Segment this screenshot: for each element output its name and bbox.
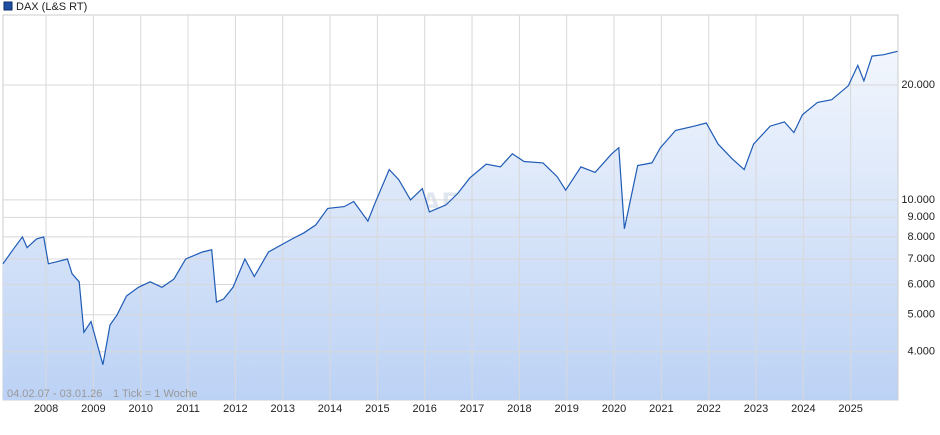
legend-swatch [3,1,13,11]
date-range: 04.02.07 - 03.01.26 [7,388,102,400]
x-tick-label: 2008 [34,403,58,415]
x-tick-label: 2021 [649,403,673,415]
x-tick-label: 2013 [270,403,294,415]
legend-label: DAX (L&S RT) [16,1,87,13]
tick-note: 1 Tick = 1 Woche [113,388,197,400]
y-tick-label: 10.000 [901,194,935,206]
x-tick-label: 2018 [507,403,531,415]
y-tick-label: 5.000 [907,309,935,321]
y-tick-label: 4.000 [907,346,935,358]
y-tick-label: 9.000 [907,211,935,223]
x-tick-label: 2020 [602,403,626,415]
line [2,50,898,365]
y-tick-label: 8.000 [907,231,935,243]
x-tick-label: 2023 [744,403,768,415]
x-tick-label: 2012 [223,403,247,415]
x-tick-label: 2009 [81,403,105,415]
x-tick-label: 2025 [838,403,862,415]
x-tick-label: 2024 [791,403,815,415]
y-tick-label: 7.000 [907,253,935,265]
x-tick-label: 2015 [365,403,389,415]
y-tick-label: 6.000 [907,278,935,290]
area [3,51,898,401]
x-tick-label: 2022 [696,403,720,415]
y-tick-label: 20.000 [901,79,935,91]
x-tick-label: 2010 [128,403,152,415]
x-tick-label: 2016 [412,403,436,415]
x-tick-label: 2019 [554,403,578,415]
x-tick-label: 2011 [176,403,200,415]
x-tick-label: 2017 [460,403,484,415]
x-tick-label: 2014 [318,403,342,415]
